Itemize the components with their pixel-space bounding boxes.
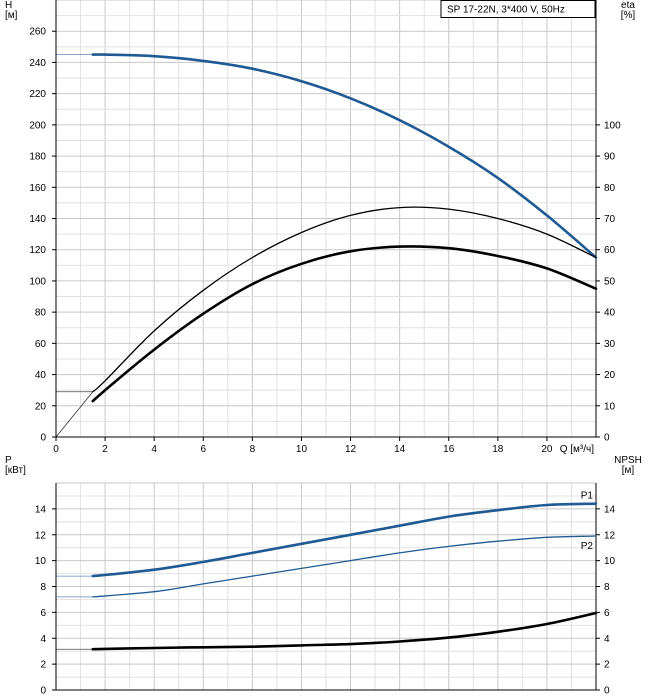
- tick-label-x: 8: [250, 444, 256, 455]
- efficiency-lead-in: [55, 391, 94, 438]
- tick-label-right: 30: [604, 339, 616, 350]
- tick-label-left: 2: [40, 660, 46, 671]
- series-2-line: [92, 206, 597, 393]
- tick-label-right: 0: [604, 686, 610, 697]
- tick-label-right: 14: [604, 504, 616, 515]
- tick-label-left: 40: [35, 370, 47, 381]
- tick-label-right: 90: [604, 152, 616, 163]
- y-axis-title-left-line-1: P: [5, 455, 12, 466]
- tick-label-x: 16: [443, 444, 455, 455]
- series-3-line: [91, 245, 598, 403]
- tick-label-right: 4: [604, 634, 610, 645]
- tick-label-left: 0: [40, 433, 46, 444]
- y-axis-title-right-line-2: [м]: [622, 465, 635, 476]
- tick-label-x: 10: [296, 444, 308, 455]
- tick-label-left: 8: [40, 582, 46, 593]
- tick-label-right: 50: [604, 276, 616, 287]
- tick-label-left: 6: [40, 608, 46, 619]
- tick-label-right: 10: [604, 556, 616, 567]
- tick-label-x: 4: [151, 444, 157, 455]
- y-axis-title-right-line-1: NPSH: [614, 455, 642, 466]
- tick-label-left: 240: [29, 58, 46, 69]
- title-frame: [440, 0, 596, 18]
- tick-label-right: 0: [604, 433, 610, 444]
- tick-label-left: 14: [35, 504, 47, 515]
- tick-label-left: 0: [40, 686, 46, 697]
- y-axis-title-left-line-2: [кВт]: [5, 465, 26, 476]
- tick-label-right: 10: [604, 401, 616, 412]
- series-3-line: [91, 611, 598, 651]
- tick-label-x: 2: [102, 444, 108, 455]
- series-label-p2: P2: [581, 541, 594, 552]
- tick-label-left: 4: [40, 634, 46, 645]
- tick-label-left: 220: [29, 89, 46, 100]
- tick-label-right: 100: [604, 120, 621, 131]
- power-npsh-panel: 0 2 4 6 8 10 12 14 0 2 4 6 8 10 12 14 P[кВт] NPSH[м] P1 P2: [5, 455, 642, 697]
- y-axis-title-left-line-2: [м]: [5, 10, 18, 21]
- tick-label-left: 160: [29, 183, 46, 194]
- tick-label-left: 260: [29, 27, 46, 38]
- x-axis-title: Q [м³/ч]: [560, 444, 595, 455]
- tick-label-left: 180: [29, 152, 46, 163]
- tick-label-right: 20: [604, 370, 616, 381]
- series-2-line: [92, 535, 597, 598]
- y-axis-title-right-line-2: [%]: [621, 10, 636, 21]
- tick-label-left: 12: [35, 530, 47, 541]
- tick-label-left: 100: [29, 276, 46, 287]
- tick-label-right: 80: [604, 183, 616, 194]
- y-axis-title-left-line-1: H: [5, 0, 12, 11]
- tick-label-x: 20: [541, 444, 553, 455]
- tick-label-right: 12: [604, 530, 616, 541]
- tick-label-x: 6: [200, 444, 206, 455]
- tick-label-x: 0: [53, 444, 59, 455]
- head-efficiency-panel: 0204060801001201401601802002202402600102…: [5, 0, 635, 455]
- tick-label-x: 14: [394, 444, 406, 455]
- y-axis-title-right-line-1: eta: [621, 0, 635, 11]
- series-1-line: [91, 502, 598, 578]
- series-label-p1: P1: [581, 491, 594, 502]
- series-1-line: [91, 53, 598, 259]
- tick-label-left: 80: [35, 308, 47, 319]
- tick-label-left: 200: [29, 120, 46, 131]
- tick-label-right: 8: [604, 582, 610, 593]
- tick-label-left: 140: [29, 214, 46, 225]
- tick-label-right: 40: [604, 308, 616, 319]
- tick-label-left: 120: [29, 245, 46, 256]
- chart-title-box: SP 17-22N, 3*400 V, 50Hz: [440, 0, 596, 18]
- chart-title: SP 17-22N, 3*400 V, 50Hz: [447, 5, 565, 16]
- tick-label-left: 10: [35, 556, 47, 567]
- tick-label-x: 12: [345, 444, 357, 455]
- tick-label-left: 20: [35, 401, 47, 412]
- tick-label-x: 18: [492, 444, 504, 455]
- tick-label-left: 60: [35, 339, 47, 350]
- tick-label-right: 60: [604, 245, 616, 256]
- tick-label-right: 70: [604, 214, 616, 225]
- tick-label-right: 2: [604, 660, 610, 671]
- tick-label-right: 6: [604, 608, 610, 619]
